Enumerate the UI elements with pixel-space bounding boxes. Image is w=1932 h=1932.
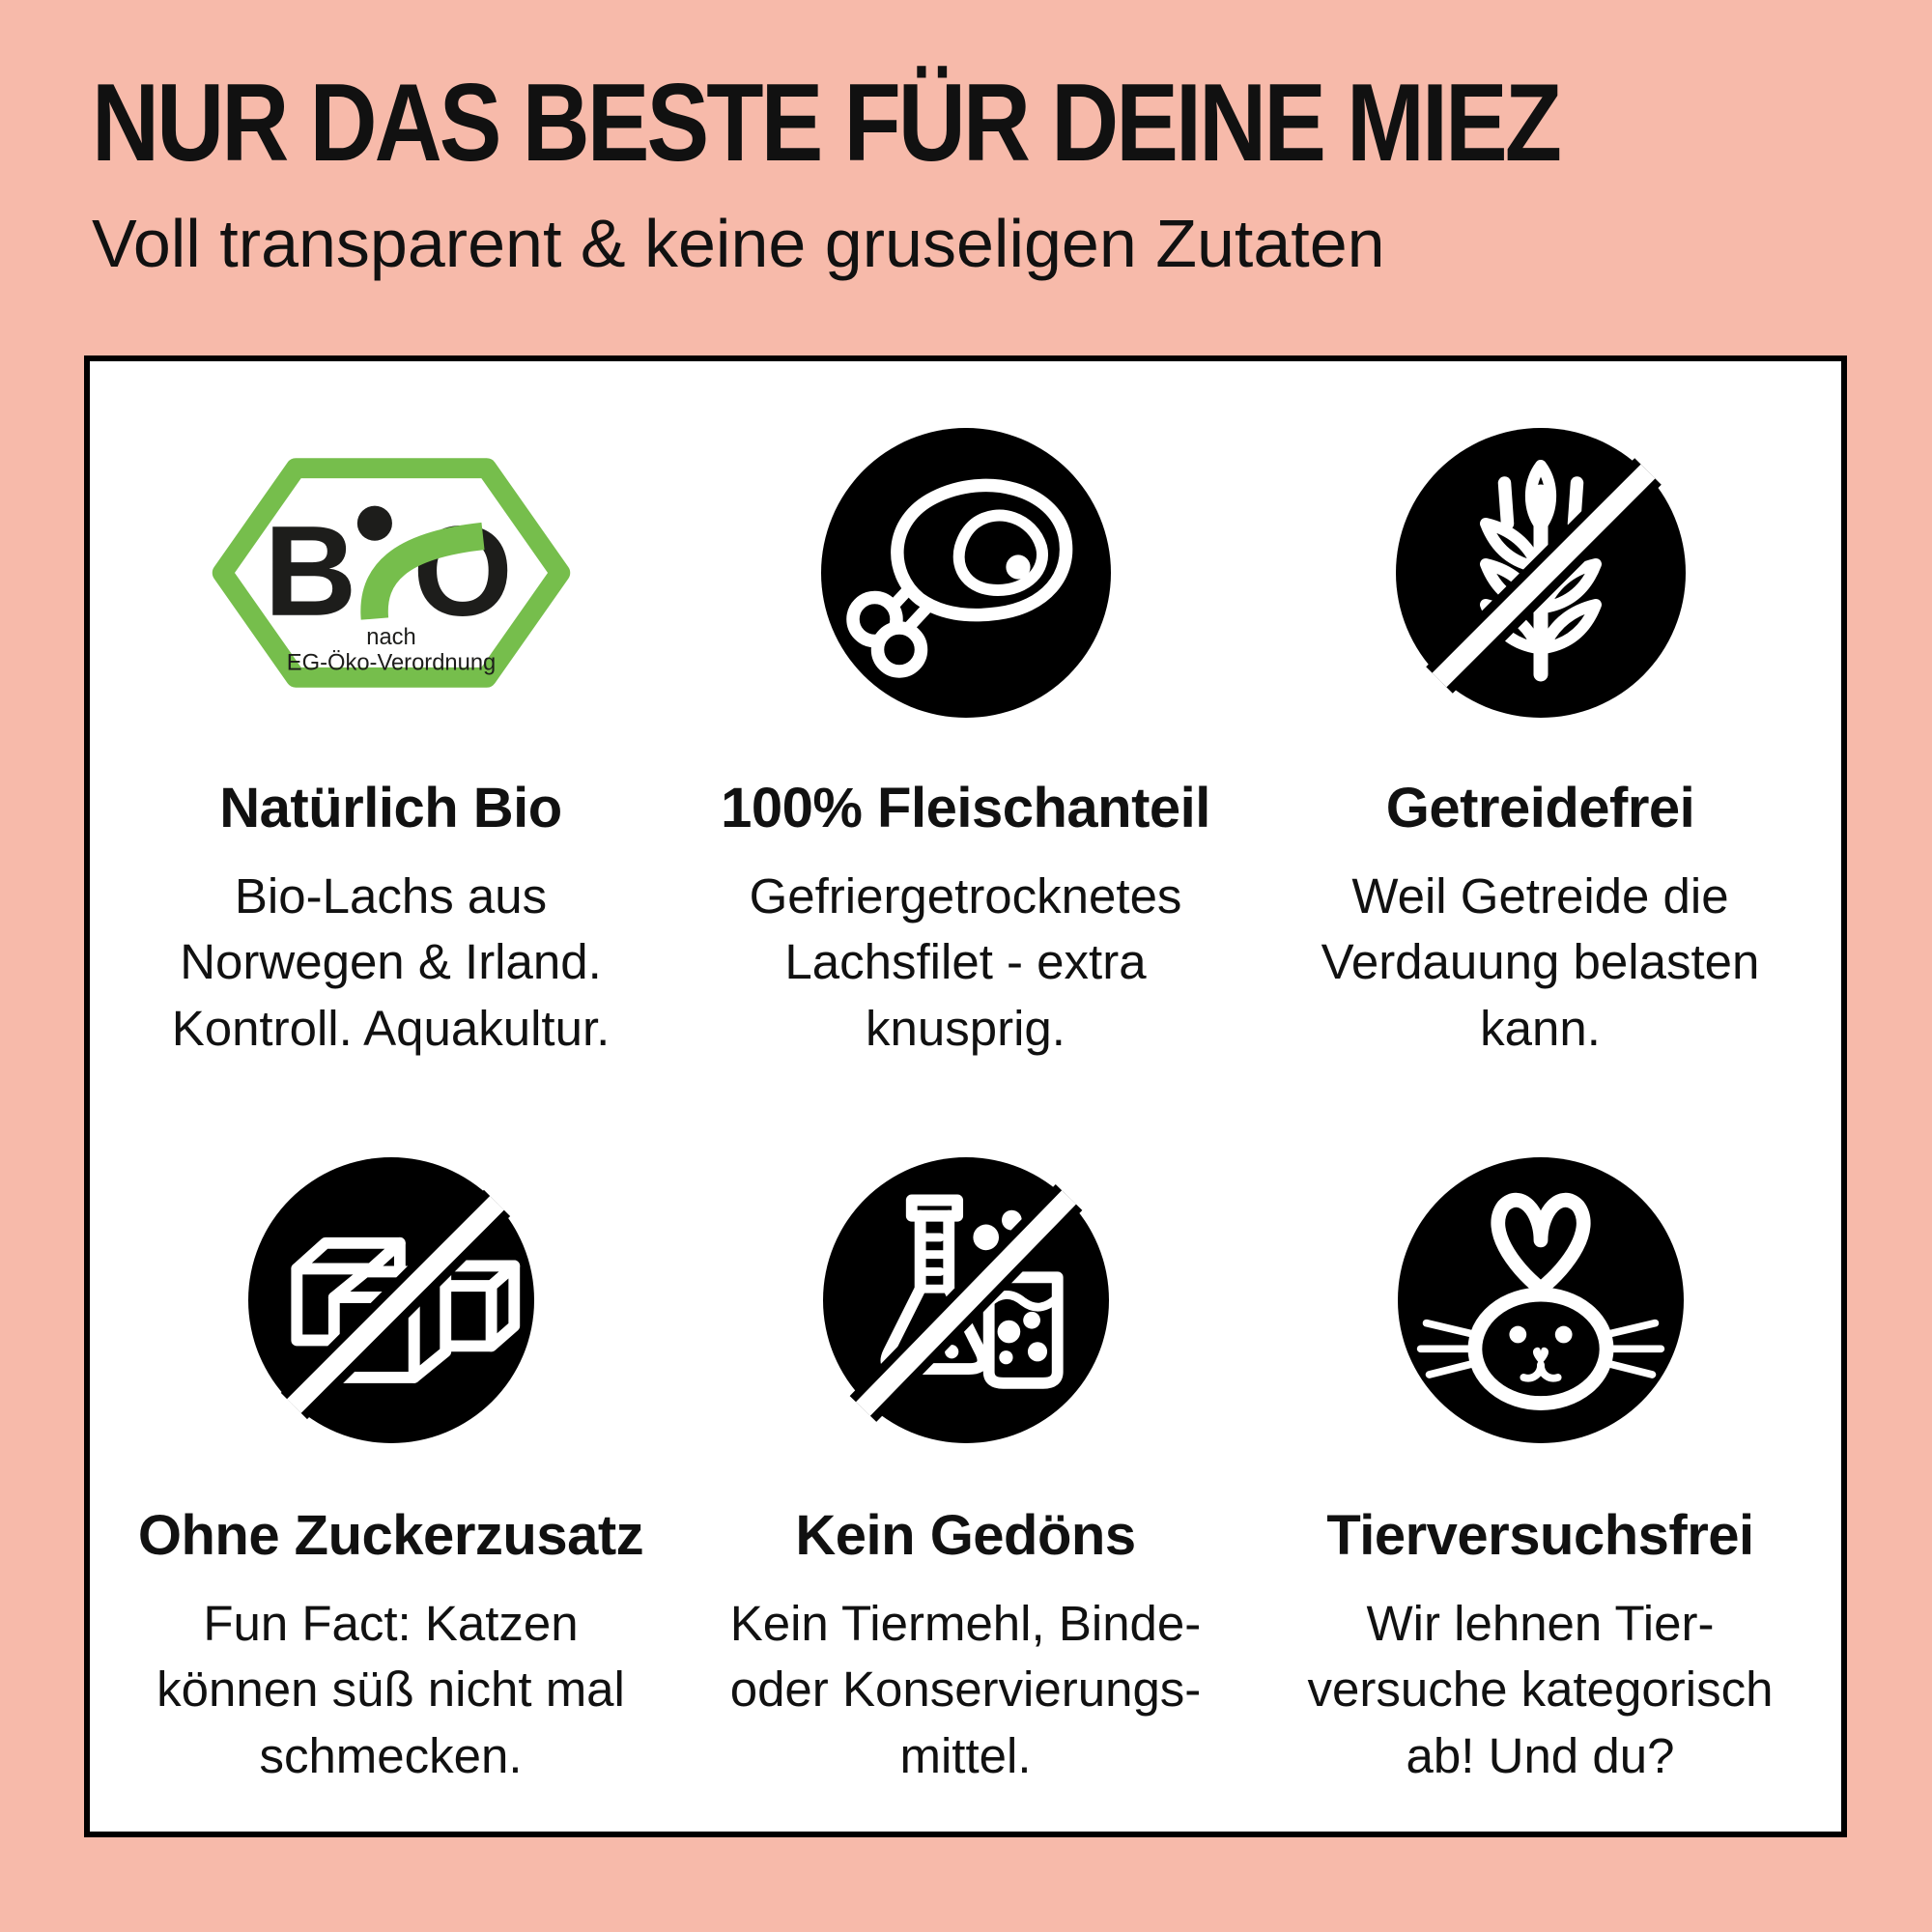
header: NUR DAS BESTE FÜR DEINE MIEZ Voll transp… — [0, 0, 1932, 280]
feature-tierversuchsfrei: Tierversuchsfrei Wir lehnen Tier- versuc… — [1253, 1151, 1828, 1832]
feature-body: Kein Tiermehl, Binde- oder Konservierung… — [729, 1596, 1202, 1783]
feature-body: Wir lehnen Tier- versuche kategorisch ab… — [1307, 1596, 1774, 1783]
cruelty-free-icon — [1397, 1151, 1684, 1450]
no-grain-svg — [1395, 427, 1686, 718]
bio-seal-svg: B O nach EG-Öko-Verordnung — [212, 457, 570, 688]
feature-title: Ohne Zuckerzusatz — [137, 1503, 644, 1567]
no-sugar-icon — [247, 1151, 534, 1450]
page-subtitle: Voll transparent & keine gruseligen Zuta… — [92, 206, 1385, 281]
feature-kein-gedoens: Kein Gedöns Kein Tiermehl, Binde- oder K… — [678, 1151, 1253, 1832]
bio-seal-line2: EG-Öko-Verordnung — [286, 649, 496, 675]
bio-seal-line1: nach — [366, 624, 416, 650]
feature-body: Weil Getreide die Verdauung belasten kan… — [1321, 868, 1760, 1056]
no-grain-icon — [1395, 423, 1686, 723]
feature-title: Tierversuchsfrei — [1326, 1503, 1754, 1567]
feature-ohne-zucker: Ohne Zuckerzusatz Fun Fact: Katzen könne… — [103, 1151, 678, 1832]
feature-natuerlich-bio: B O nach EG-Öko-Verordnung Natürlich Bio… — [103, 423, 678, 1104]
feature-body: Gefriergetrocknetes Lachsfilet - extra k… — [749, 868, 1182, 1056]
bio-word-o: O — [412, 499, 512, 642]
bio-seal-icon: B O nach EG-Öko-Verordnung — [208, 423, 575, 723]
bio-word-b: B — [264, 499, 356, 642]
feature-title: Getreidefrei — [1385, 776, 1695, 839]
rabbit-svg — [1397, 1156, 1684, 1443]
feature-getreidefrei: Getreidefrei Weil Getreide die Verdauung… — [1253, 423, 1828, 1104]
meat-icon — [820, 423, 1111, 723]
no-sugar-svg — [247, 1156, 534, 1443]
no-additives-icon — [822, 1151, 1109, 1450]
feature-fleischanteil: 100% Fleischanteil Gefriergetrocknetes L… — [678, 423, 1253, 1104]
feature-title: Natürlich Bio — [219, 776, 562, 839]
feature-body: Fun Fact: Katzen können süß nicht mal sc… — [156, 1596, 625, 1783]
page-title: NUR DAS BESTE FÜR DEINE MIEZ — [92, 61, 1562, 185]
feature-title: 100% Fleischanteil — [721, 776, 1210, 839]
no-additives-svg — [822, 1156, 1109, 1443]
meat-svg — [820, 427, 1111, 718]
feature-title: Kein Gedöns — [795, 1503, 1136, 1567]
features-card: B O nach EG-Öko-Verordnung Natürlich Bio… — [84, 355, 1847, 1837]
feature-body: Bio-Lachs aus Norwegen & Irland. Kontrol… — [171, 868, 611, 1056]
